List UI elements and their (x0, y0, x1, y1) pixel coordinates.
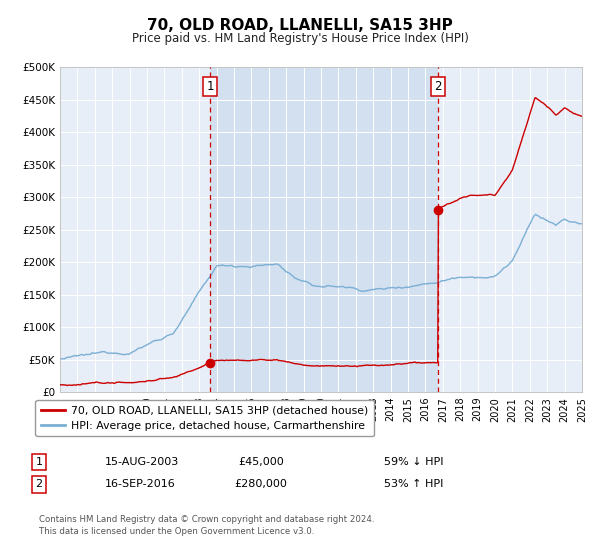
Bar (210, 67, 438, 392)
Text: 1: 1 (206, 80, 214, 93)
Text: 15-AUG-2003: 15-AUG-2003 (105, 457, 179, 467)
Text: 16-SEP-2016: 16-SEP-2016 (105, 479, 176, 489)
Legend: 70, OLD ROAD, LLANELLI, SA15 3HP (detached house), HPI: Average price, detached : 70, OLD ROAD, LLANELLI, SA15 3HP (detach… (35, 400, 374, 436)
Text: £45,000: £45,000 (238, 457, 284, 467)
Text: 53% ↑ HPI: 53% ↑ HPI (384, 479, 443, 489)
Text: 2: 2 (35, 479, 43, 489)
Text: This data is licensed under the Open Government Licence v3.0.: This data is licensed under the Open Gov… (39, 528, 314, 536)
Text: 59% ↓ HPI: 59% ↓ HPI (384, 457, 443, 467)
Text: 1: 1 (35, 457, 43, 467)
Text: Contains HM Land Registry data © Crown copyright and database right 2024.: Contains HM Land Registry data © Crown c… (39, 515, 374, 524)
Text: Price paid vs. HM Land Registry's House Price Index (HPI): Price paid vs. HM Land Registry's House … (131, 31, 469, 45)
Text: £280,000: £280,000 (235, 479, 287, 489)
Text: 70, OLD ROAD, LLANELLI, SA15 3HP: 70, OLD ROAD, LLANELLI, SA15 3HP (147, 18, 453, 32)
Text: 2: 2 (434, 80, 442, 93)
